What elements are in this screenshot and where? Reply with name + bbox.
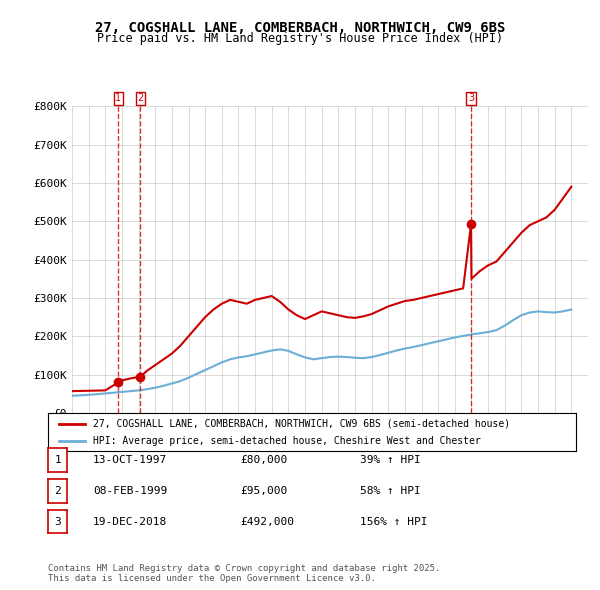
Text: 1: 1 [115, 93, 122, 103]
Text: 1: 1 [54, 455, 61, 465]
Text: 27, COGSHALL LANE, COMBERBACH, NORTHWICH, CW9 6BS: 27, COGSHALL LANE, COMBERBACH, NORTHWICH… [95, 21, 505, 35]
Text: 2: 2 [137, 93, 143, 103]
Text: Contains HM Land Registry data © Crown copyright and database right 2025.
This d: Contains HM Land Registry data © Crown c… [48, 563, 440, 583]
Text: £80,000: £80,000 [240, 455, 287, 465]
Text: HPI: Average price, semi-detached house, Cheshire West and Chester: HPI: Average price, semi-detached house,… [93, 435, 481, 445]
Text: Price paid vs. HM Land Registry's House Price Index (HPI): Price paid vs. HM Land Registry's House … [97, 32, 503, 45]
Text: 08-FEB-1999: 08-FEB-1999 [93, 486, 167, 496]
Text: 3: 3 [468, 93, 474, 103]
Text: 19-DEC-2018: 19-DEC-2018 [93, 517, 167, 526]
Text: 13-OCT-1997: 13-OCT-1997 [93, 455, 167, 465]
Text: £95,000: £95,000 [240, 486, 287, 496]
Text: 156% ↑ HPI: 156% ↑ HPI [360, 517, 427, 526]
Text: 39% ↑ HPI: 39% ↑ HPI [360, 455, 421, 465]
Text: 2: 2 [54, 486, 61, 496]
Text: 3: 3 [54, 517, 61, 526]
Text: 58% ↑ HPI: 58% ↑ HPI [360, 486, 421, 496]
Text: £492,000: £492,000 [240, 517, 294, 526]
Text: 27, COGSHALL LANE, COMBERBACH, NORTHWICH, CW9 6BS (semi-detached house): 27, COGSHALL LANE, COMBERBACH, NORTHWICH… [93, 419, 510, 429]
